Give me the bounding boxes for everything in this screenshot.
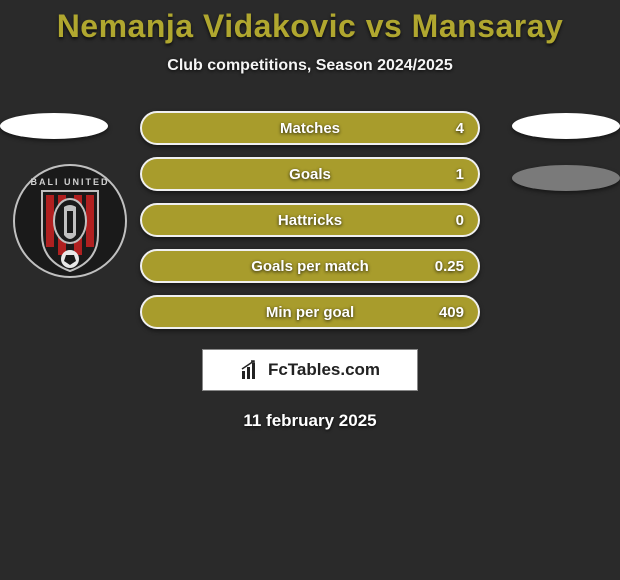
stat-row-hattricks: Hattricks 0 (140, 203, 480, 237)
left-pill-placeholder (0, 113, 108, 139)
stat-label: Goals per match (251, 258, 369, 275)
branding-text: FcTables.com (268, 360, 380, 380)
subtitle: Club competitions, Season 2024/2025 (0, 57, 620, 75)
stat-value: 409 (439, 304, 464, 321)
right-pill-placeholder-2 (512, 165, 620, 191)
stat-label: Min per goal (266, 304, 354, 321)
page-title: Nemanja Vidakovic vs Mansaray (0, 8, 620, 45)
chart-icon (240, 359, 262, 381)
stat-row-matches: Matches 4 (140, 111, 480, 145)
date-line: 11 february 2025 (10, 411, 610, 431)
comparison-card: Nemanja Vidakovic vs Mansaray Club compe… (0, 0, 620, 431)
stat-value: 4 (456, 120, 464, 137)
stat-label: Matches (280, 120, 340, 137)
right-pill-placeholder-1 (512, 113, 620, 139)
content-area: BALI UNITED Matches 4 (0, 111, 620, 431)
svg-text:BALI UNITED: BALI UNITED (31, 177, 110, 187)
stat-label: Goals (289, 166, 331, 183)
stat-value: 1 (456, 166, 464, 183)
stat-value: 0 (456, 212, 464, 229)
stat-row-goals-per-match: Goals per match 0.25 (140, 249, 480, 283)
stat-label: Hattricks (278, 212, 342, 229)
branding-box[interactable]: FcTables.com (202, 349, 418, 391)
stat-value: 0.25 (435, 258, 464, 275)
stat-row-min-per-goal: Min per goal 409 (140, 295, 480, 329)
stat-row-goals: Goals 1 (140, 157, 480, 191)
badge-icon: BALI UNITED (12, 163, 128, 279)
club-badge: BALI UNITED (12, 163, 128, 279)
